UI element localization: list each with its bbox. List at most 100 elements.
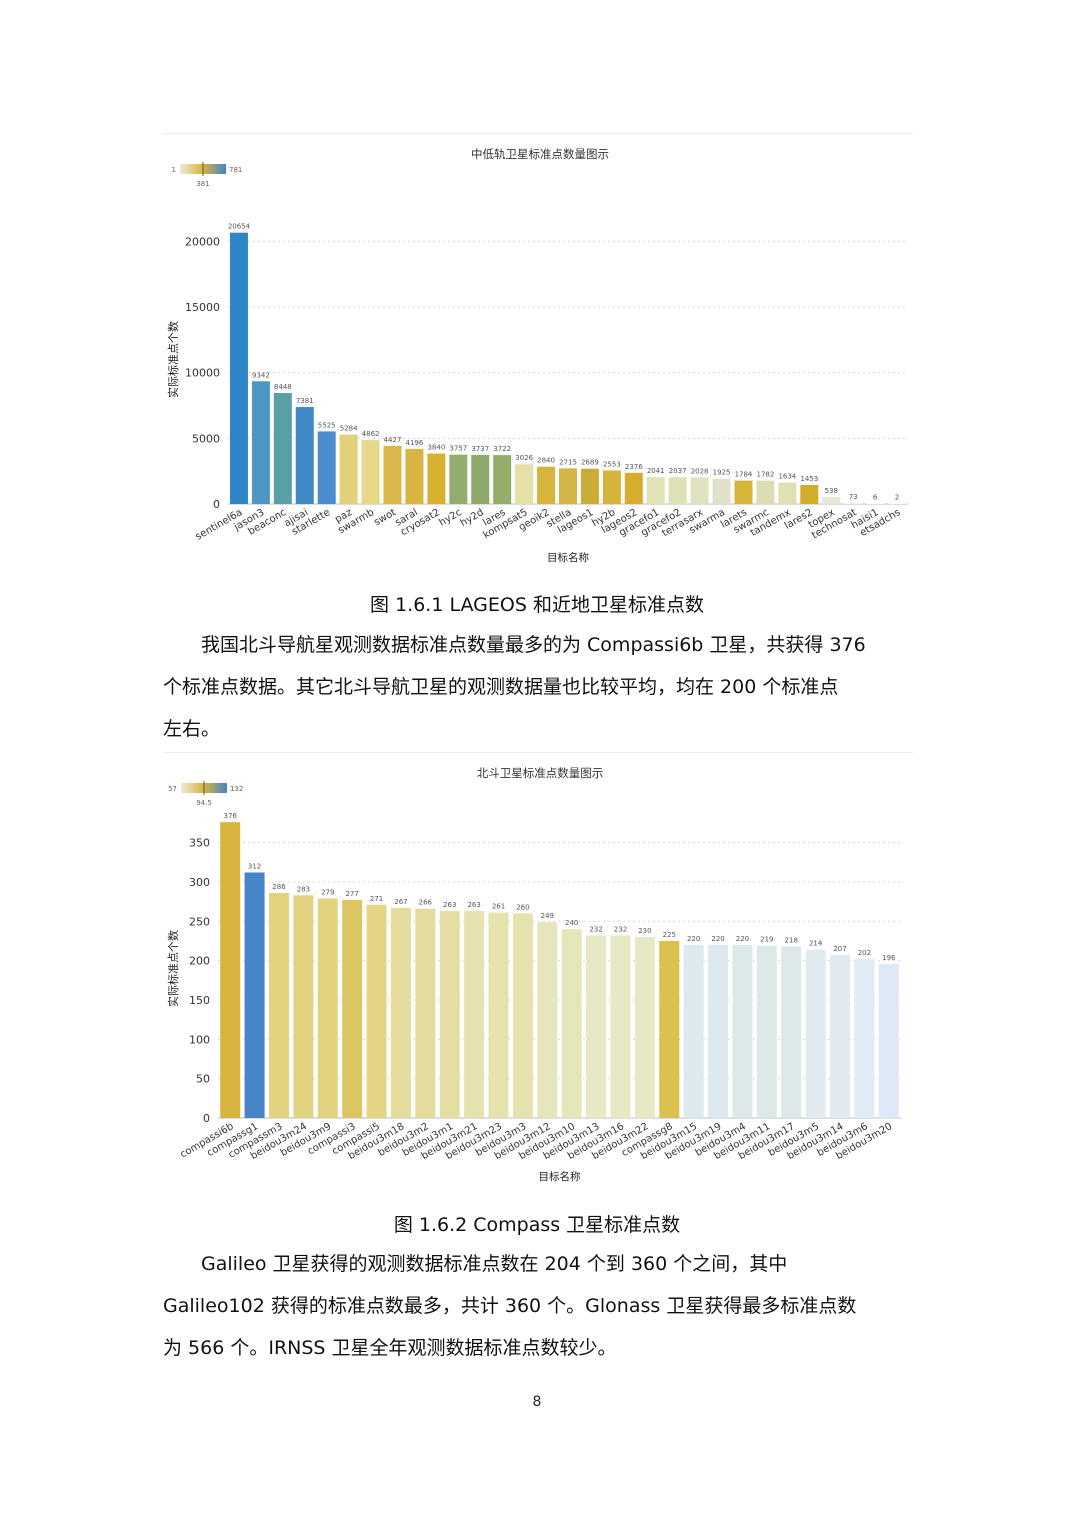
bar-hy2b [602, 470, 621, 504]
chart-lageos-leo: 中低轨卫星标准点数量图示 1 781 381 0 5000 10000 15000 20000 实… [163, 133, 913, 574]
data-label-paz: 5284 [340, 425, 358, 433]
bar-swot [383, 445, 402, 504]
bar-stella [559, 468, 577, 504]
bar-beidou3m1 [439, 911, 460, 1118]
data-label-beidou3m12: 249 [541, 912, 554, 920]
data-label-starlette: 5525 [318, 421, 336, 429]
bar-topex [822, 496, 841, 504]
bar-beidou3m16 [610, 935, 631, 1118]
data-label-kompsat5: 3026 [515, 454, 533, 462]
data-label-cryosat2: 3840 [427, 444, 445, 452]
bar-beidou3m13 [586, 935, 607, 1118]
data-label-beidou3m4: 220 [736, 935, 749, 943]
bar-hy2d [471, 454, 490, 504]
bar-kompsat5 [515, 464, 534, 504]
data-label-beidou3m14: 207 [833, 945, 846, 953]
data-label-technosat: 73 [849, 493, 858, 501]
bar-swarmb [361, 440, 380, 504]
bar-tandemx [778, 482, 797, 504]
bar-beidou3m3 [512, 913, 533, 1118]
y-tick-label: 0 [203, 1112, 210, 1125]
y-tick-label: 150 [189, 994, 210, 1007]
data-label-geoik2: 2840 [537, 457, 555, 465]
data-label-compassg1: 312 [248, 863, 261, 871]
paragraph-galileo: Galileo 卫星获得的观测数据标准点数在 204 个到 360 个之间，其中… [163, 1243, 913, 1369]
bar-paz [339, 434, 358, 504]
data-label-beidou3m9: 279 [321, 888, 334, 896]
data-label-beidou3m19: 220 [711, 935, 724, 943]
data-label-etsadchs: 2 [895, 493, 899, 501]
bar-cryosat2 [427, 453, 446, 504]
bar-beidou3m21 [464, 911, 485, 1118]
y-tick-label: 20000 [185, 235, 220, 248]
bar-beidou3m5 [805, 949, 826, 1118]
data-label-beidou3m1: 263 [443, 901, 456, 909]
legend-min-label: 1 [172, 166, 176, 174]
bar-beidou3m15 [683, 944, 704, 1118]
y-tick-label: 10000 [185, 367, 220, 380]
data-label-beidou3m11: 219 [760, 936, 773, 944]
y-tick-label: 5000 [192, 432, 220, 445]
paragraph1-line3: 左右。 [163, 718, 221, 740]
data-label-tandemx: 1634 [778, 473, 796, 481]
data-label-topex: 538 [825, 487, 838, 495]
data-label-saral: 4196 [406, 439, 424, 447]
y-tick-label: 350 [189, 837, 210, 850]
chart-title: 北斗卫星标准点数量图示 [477, 766, 604, 780]
data-label-lageos1: 2689 [581, 459, 599, 467]
bar-jason3 [251, 381, 270, 504]
y-tick-label: 300 [189, 876, 210, 889]
bar-beidou3m6 [854, 959, 875, 1118]
paragraph2-line3: 为 566 个。IRNSS 卫星全年观测数据标准点数较少。 [163, 1337, 617, 1359]
bar-beidou3m14 [830, 955, 851, 1118]
bar-compassg8 [659, 940, 680, 1118]
data-label-larets: 1784 [735, 471, 753, 479]
data-label-swarmb: 4862 [362, 430, 380, 438]
bar-beidou3m4 [732, 944, 753, 1118]
chart-title: 中低轨卫星标准点数量图示 [471, 147, 609, 161]
y-tick-label: 200 [189, 955, 210, 968]
figure2-caption: 图 1.6.2 Compass 卫星标准点数 [393, 1214, 681, 1236]
data-label-compassi5: 271 [370, 895, 383, 903]
bar-beidou3m11 [756, 945, 777, 1118]
bar-gracefo1 [646, 477, 665, 504]
data-label-beaconc: 8448 [274, 383, 292, 391]
bar-gracefo2 [668, 477, 687, 504]
data-label-beidou3m15: 220 [687, 935, 700, 943]
bar-beidou3m9 [317, 898, 338, 1118]
legend-min-label: 57 [168, 785, 177, 793]
bar-compassi5 [366, 904, 387, 1118]
chart1-svg: 中低轨卫星标准点数量图示 1 781 381 0 5000 10000 15000 20000 实… [166, 147, 908, 564]
bar-hy2c [449, 454, 468, 504]
bar-swarmc [756, 480, 775, 504]
paragraph1-line2: 个标准点数据。其它北斗导航卫星的观测数据量也比较平均，均在 200 个标准点 [163, 676, 839, 698]
data-label-beidou3m21: 263 [467, 901, 480, 909]
data-label-terrasarx: 2028 [691, 467, 709, 475]
bar-technosat [844, 503, 863, 504]
data-label-hy2c: 3757 [449, 445, 467, 453]
paragraph2-line2: Galileo102 获得的标准点数最多，共计 360 个。Glonass 卫星… [163, 1295, 857, 1317]
data-label-ajisai: 7381 [296, 397, 314, 405]
legend-max-label: 781 [229, 166, 242, 174]
bar-beidou3m18 [390, 907, 411, 1118]
bar-beaconc [273, 393, 292, 504]
bar-saral [405, 448, 424, 504]
data-label-hy2b: 2553 [603, 460, 621, 468]
bar-compassi3 [342, 900, 363, 1118]
legend-mid-label: 94.5 [196, 799, 212, 807]
data-label-beidou3m5: 214 [809, 940, 823, 948]
y-axis-label: 实际标准点个数 [166, 321, 180, 398]
bar-beidou3m12 [537, 922, 558, 1118]
bar-compassg1 [244, 872, 265, 1118]
x-axis-label: 目标名称 [539, 1170, 581, 1183]
data-label-swot: 4427 [384, 436, 402, 444]
bar-beidou3m20 [878, 963, 899, 1118]
bar-beidou3m10 [561, 929, 582, 1118]
bar-lageos1 [580, 468, 599, 504]
bar-compassi6b [220, 822, 241, 1118]
data-label-compassi6b: 376 [224, 812, 238, 820]
legend-max-label: 132 [230, 785, 243, 793]
y-tick-label: 50 [196, 1073, 210, 1086]
bar-larets [734, 480, 753, 504]
data-label-stella: 2715 [559, 458, 577, 466]
